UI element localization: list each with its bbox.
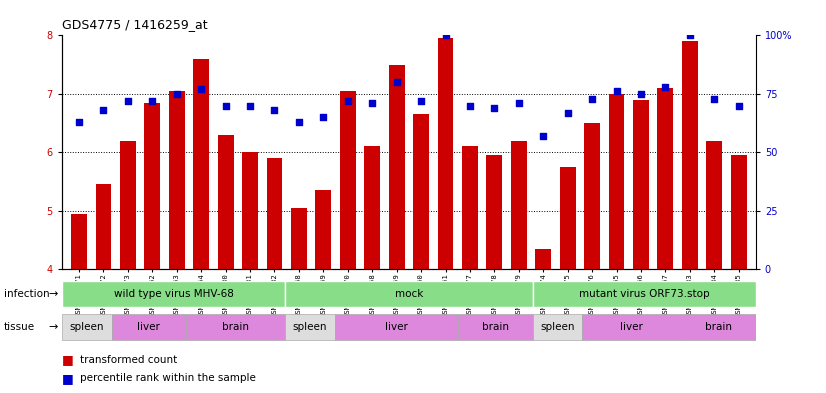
Text: wild type virus MHV-68: wild type virus MHV-68 [113,289,234,299]
Bar [487,155,502,269]
Text: liver: liver [620,322,643,332]
Point [390,79,403,85]
Bar [681,314,756,340]
Text: spleen: spleen [540,322,575,332]
Text: mock: mock [395,289,423,299]
Bar [285,314,335,340]
Bar [186,314,285,340]
Point [316,114,330,120]
Bar [242,152,258,269]
Text: brain: brain [482,322,509,332]
Bar [120,141,135,269]
Bar [510,141,527,269]
Point [244,102,257,108]
Bar [145,103,160,269]
Bar [413,114,429,269]
Text: ■: ■ [62,371,78,385]
Text: infection: infection [4,289,50,299]
Bar [706,141,722,269]
Point [683,32,696,39]
Point [366,100,379,107]
Point [268,107,281,113]
Bar [316,190,331,269]
Point [439,32,452,39]
Bar [731,155,747,269]
Point [512,100,525,107]
Bar [335,314,458,340]
Point [463,102,477,108]
Bar [535,249,551,269]
Point [219,102,232,108]
Point [561,109,574,116]
Point [73,119,86,125]
Bar [364,147,380,269]
Bar [71,214,87,269]
Bar [533,281,756,307]
Bar [462,147,478,269]
Text: →: → [48,322,57,332]
Text: brain: brain [705,322,732,332]
Point [634,91,648,97]
Point [488,105,501,111]
Bar [584,123,600,269]
Bar [267,158,282,269]
Text: ■: ■ [62,353,78,366]
Bar [96,184,112,269]
Bar [193,59,209,269]
Bar [169,91,185,269]
Bar [633,100,649,269]
Point [537,133,550,139]
Text: liver: liver [137,322,160,332]
Text: tissue: tissue [4,322,36,332]
Bar [389,64,405,269]
Bar [533,314,582,340]
Text: liver: liver [385,322,408,332]
Bar [560,167,576,269]
Point [145,98,159,104]
Point [170,91,183,97]
Text: GDS4775 / 1416259_at: GDS4775 / 1416259_at [62,18,207,31]
Bar [438,38,453,269]
Bar [62,314,112,340]
Bar [285,281,533,307]
Bar [682,41,698,269]
Point [121,98,135,104]
Text: spleen: spleen [69,322,104,332]
Text: →: → [48,289,57,299]
Text: percentile rank within the sample: percentile rank within the sample [80,373,256,383]
Text: brain: brain [222,322,249,332]
Point [708,95,721,102]
Point [195,86,208,92]
Bar [582,314,681,340]
Point [97,107,110,113]
Bar [458,314,533,340]
Bar [291,208,307,269]
Point [341,98,354,104]
Text: mutant virus ORF73.stop: mutant virus ORF73.stop [579,289,710,299]
Point [292,119,306,125]
Bar [339,91,356,269]
Bar [62,281,285,307]
Point [610,88,623,95]
Point [415,98,428,104]
Text: spleen: spleen [292,322,327,332]
Bar [609,94,624,269]
Point [732,102,745,108]
Bar [112,314,186,340]
Text: transformed count: transformed count [80,354,178,365]
Bar [657,88,673,269]
Point [659,84,672,90]
Point [586,95,599,102]
Bar [218,135,234,269]
